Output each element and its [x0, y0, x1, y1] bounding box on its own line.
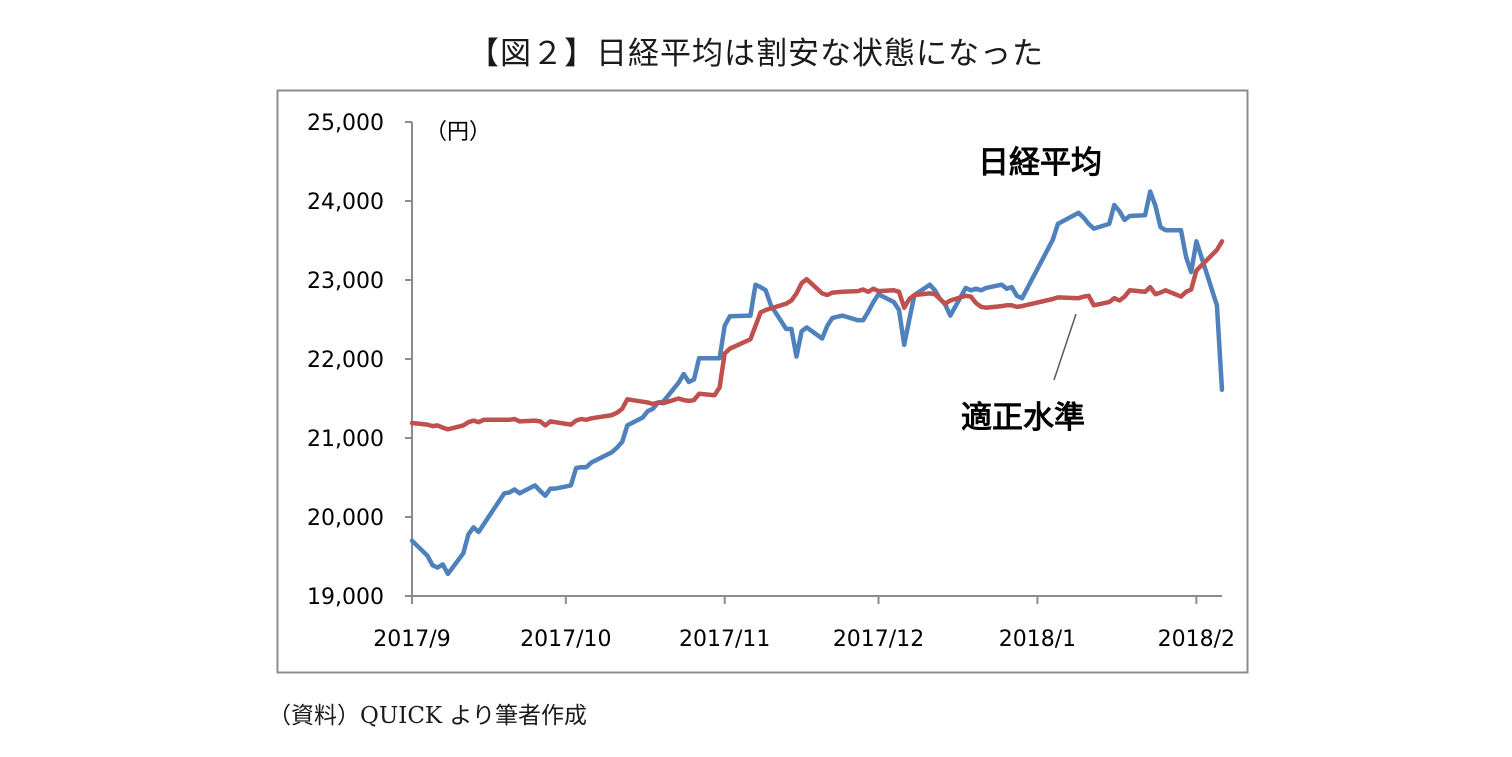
fair-value-series-label: 適正水準 — [961, 400, 1085, 436]
y-tick-label: 20,000 — [307, 506, 384, 531]
x-tick-label: 2018/2 — [1158, 627, 1235, 652]
y-tick-label: 25,000 — [307, 111, 384, 136]
figure-title: 【図２】日経平均は割安な状態になった — [468, 36, 1044, 72]
x-tick-label: 2017/11 — [679, 627, 770, 652]
series-group — [409, 189, 1225, 577]
x-tick-label: 2017/10 — [520, 627, 611, 652]
x-tick-label: 2018/1 — [999, 627, 1076, 652]
source-note: （資料）QUICK より筆者作成 — [268, 703, 587, 729]
x-tick-group: 2017/9 2017/10 2017/11 2017/12 2018/1 2018/2 — [373, 596, 1235, 652]
y-tick-label: 22,000 — [307, 348, 384, 373]
x-tick-label: 2017/12 — [833, 627, 924, 652]
nikkei-series-line — [409, 189, 1225, 577]
x-tick-label: 2017/9 — [373, 627, 450, 652]
y-tick-label: 23,000 — [307, 269, 384, 294]
annotation-leader-line — [1053, 313, 1077, 381]
y-tick-label: 19,000 — [307, 585, 384, 610]
y-tick-label: 24,000 — [307, 190, 384, 215]
chart-frame — [276, 89, 1249, 674]
y-tick-label: 21,000 — [307, 427, 384, 452]
fair-value-series-line — [409, 239, 1225, 432]
nikkei-series-label: 日経平均 — [978, 145, 1102, 181]
y-axis-unit-label: （円） — [425, 120, 491, 145]
y-tick-group: 19,000 20,000 21,000 22,000 23,000 24,000 25,0… — [307, 111, 412, 610]
